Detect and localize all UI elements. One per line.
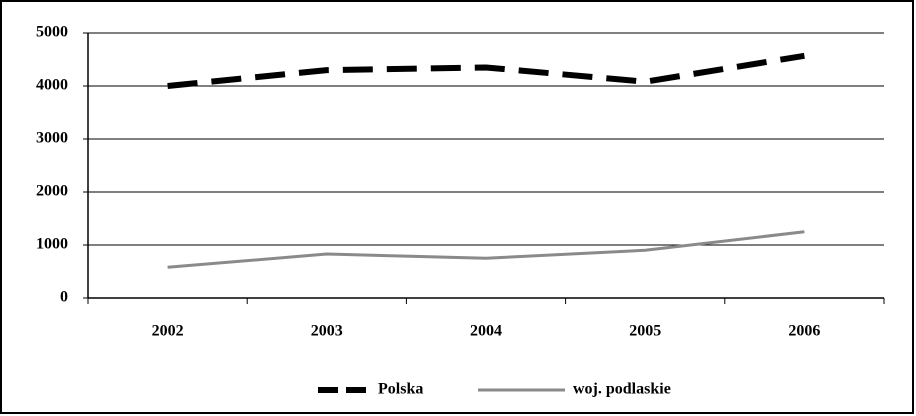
y-tick-label: 0 (60, 289, 68, 306)
x-tick-label: 2002 (152, 323, 184, 340)
x-tick-label: 2005 (629, 323, 661, 340)
series-line (167, 230, 805, 269)
x-tick-label: 2003 (311, 323, 343, 340)
x-tick-label: 2004 (470, 323, 502, 340)
legend-label: Polska (378, 381, 423, 398)
y-tick-label: 4000 (36, 77, 68, 94)
y-tick-label: 2000 (36, 183, 68, 200)
y-tick-label: 1000 (36, 236, 68, 253)
legend-label: woj. podlaskie (573, 381, 671, 398)
x-tick-label: 2006 (788, 323, 820, 340)
series-line (167, 52, 805, 89)
y-tick-label: 3000 (36, 130, 68, 147)
y-tick-label: 5000 (36, 24, 68, 41)
